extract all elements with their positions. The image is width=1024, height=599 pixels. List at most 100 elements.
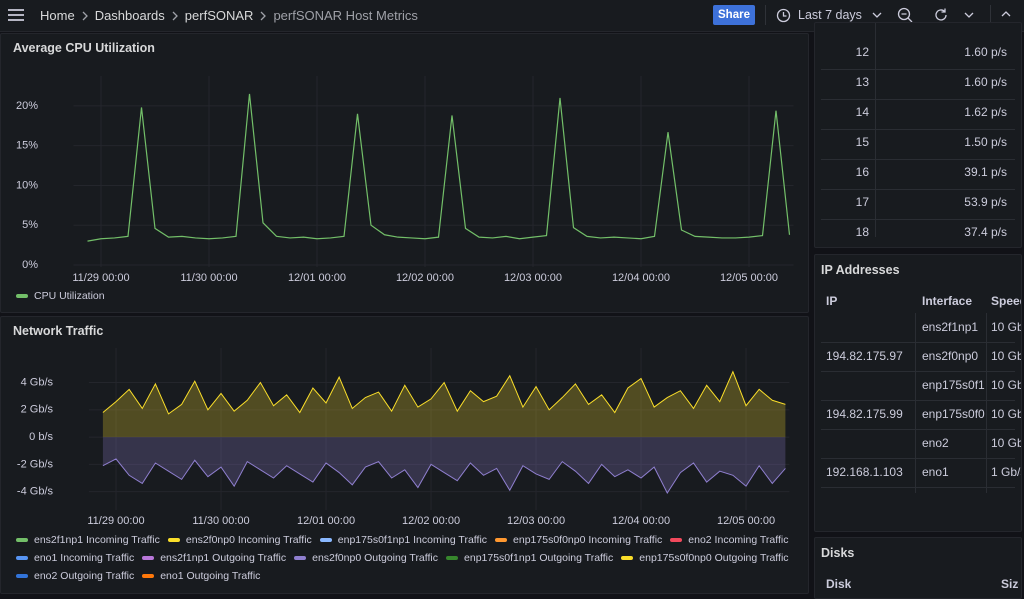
legend-item[interactable]: enp175s0f0np0 Outgoing Traffic — [621, 552, 789, 564]
chevron-path — [172, 11, 178, 20]
legend-item[interactable]: ens2f1np1 Outgoing Traffic — [142, 552, 286, 564]
chevron-right — [260, 11, 267, 20]
table-cell: 1.60 p/s — [964, 45, 1007, 59]
x-tick-label: 12/05 00:00 — [720, 272, 778, 284]
legend-label: CPU Utilization — [34, 290, 105, 302]
refresh-icon[interactable] — [933, 7, 949, 23]
legend-label: enp175s0f0np0 Outgoing Traffic — [639, 552, 789, 564]
legend-item[interactable]: ens2f0np0 Incoming Traffic — [167, 534, 312, 546]
y-tick-label: 0 b/s — [29, 431, 53, 443]
legend-item[interactable]: eno1 Incoming Traffic — [16, 552, 134, 564]
breadcrumb-item[interactable]: perfSONAR — [184, 8, 254, 23]
menu-icon[interactable] — [7, 7, 25, 23]
table-cell: eno1 — [922, 465, 949, 479]
panel-title: IP Addresses — [821, 263, 900, 277]
legend-swatch — [167, 538, 180, 542]
legend-label: enp175s0f1np1 Incoming Traffic — [337, 534, 488, 546]
legend-item[interactable]: ens2f0np0 Outgoing Traffic — [294, 552, 438, 564]
chevron-down[interactable] — [872, 11, 882, 19]
y-tick-label: 4 Gb/s — [21, 376, 54, 388]
legend-label: ens2f0np0 Outgoing Traffic — [312, 552, 439, 564]
x-tick-label: 12/01 00:00 — [288, 272, 346, 284]
time-range[interactable]: Last 7 days — [798, 8, 862, 22]
row-divider — [821, 487, 1015, 488]
table-cell: 14 — [855, 105, 869, 119]
x-tick-label: 12/04 00:00 — [612, 515, 670, 527]
legend-label: ens2f1np1 Outgoing Traffic — [160, 552, 287, 564]
breadcrumb-item[interactable]: perfSONAR Host Metrics — [273, 8, 418, 23]
ip-table-panel: IP Addresses IP Interface Speed ens2f1np1 10 … — [814, 254, 1022, 532]
top-bar: Home Dashboards perfSONAR perfSONAR Host Me… — [0, 0, 1024, 32]
x-tick-label: 12/01 00:00 — [297, 515, 355, 527]
legend-item[interactable]: enp175s0f1np1 Outgoing Traffic — [446, 552, 613, 564]
row-divider — [821, 400, 1015, 401]
legend-item[interactable]: eno2 Outgoing Traffic — [16, 570, 134, 582]
table-cell: 13 — [855, 75, 869, 89]
legend-swatch — [294, 556, 307, 560]
row-divider — [821, 99, 1015, 100]
y-tick-label: -4 Gb/s — [17, 486, 54, 498]
disks-panel: Disks Disk Size — [814, 537, 1022, 599]
legend-item[interactable]: CPU Utilization — [16, 290, 105, 302]
table-cell: enp175s0f1 — [922, 378, 985, 392]
rate-table-panel: 12 1.60 p/s 13 1.60 p/s 14 1.62 p/s 15 1.50 p/s… — [814, 22, 1022, 248]
table-cell: 1.62 p/s — [964, 105, 1007, 119]
x-tick-label: 12/02 00:00 — [396, 272, 454, 284]
x-tick-label: 11/30 00:00 — [192, 515, 249, 527]
chevron-up[interactable] — [1001, 10, 1011, 18]
legend-swatch — [16, 538, 28, 542]
area-fill — [102, 437, 786, 493]
table-cell: 53.9 p/s — [964, 195, 1007, 209]
network-panel — [0, 316, 809, 594]
row-divider — [821, 429, 1015, 430]
clock-icon — [776, 8, 791, 23]
column-header: IP — [826, 294, 838, 308]
table-cell: 18 — [855, 225, 869, 239]
legend-label: eno2 Incoming Traffic — [688, 534, 789, 546]
y-tick-label: 0% — [22, 259, 38, 271]
table-cell: 1.60 p/s — [964, 75, 1007, 89]
series-line — [102, 458, 786, 495]
x-tick-label: 12/05 00:00 — [717, 515, 775, 527]
table-cell: eno2 — [922, 436, 949, 450]
table-cell: 192.168.1.103 — [826, 465, 903, 479]
breadcrumb-item[interactable]: Home — [40, 8, 75, 23]
legend-item[interactable]: ens2f1np1 Incoming Traffic — [16, 534, 160, 546]
chevron-down[interactable] — [964, 11, 974, 19]
y-tick-label: 15% — [16, 140, 38, 152]
legend-item[interactable]: eno1 Outgoing Traffic — [142, 570, 260, 582]
legend: ens2f1np1 Incoming Traffic ens2f0np0 Inco… — [16, 534, 796, 582]
legend-swatch — [446, 556, 459, 560]
table-cell: 194.82.175.99 — [826, 407, 903, 421]
zoom-out-icon[interactable] — [897, 7, 913, 23]
series-line — [102, 370, 786, 415]
panel-title: Network Traffic — [13, 324, 104, 338]
y-tick-label: 2 Gb/s — [21, 404, 54, 416]
chevron-right — [172, 11, 178, 20]
table-cell: ens2f0np0 — [922, 349, 979, 363]
panel-title: Average CPU Utilization — [13, 41, 155, 55]
x-tick-label: 12/04 00:00 — [612, 272, 670, 284]
share-button[interactable]: Share — [713, 5, 755, 25]
legend-label: enp175s0f0np0 Incoming Traffic — [513, 534, 663, 546]
legend-item[interactable]: eno2 Incoming Traffic — [670, 534, 788, 546]
table-cell: 10 Gb/s — [991, 349, 1021, 363]
column-header: Size — [1001, 577, 1019, 591]
row-divider — [821, 189, 1015, 190]
legend-item[interactable]: enp175s0f0np0 Incoming Traffic — [495, 534, 662, 546]
row-divider — [821, 219, 1015, 220]
legend-swatch — [670, 538, 683, 542]
charts: 0% 5% 10% 15% 20% 11/29 00:00 11/30 00:00 12/01… — [16, 76, 794, 527]
legend-swatch — [495, 538, 508, 542]
table-cell: 16 — [855, 165, 869, 179]
column-header: Speed — [991, 294, 1021, 308]
legend-item[interactable]: enp175s0f1np1 Incoming Traffic — [319, 534, 488, 546]
legend-swatch — [621, 556, 634, 560]
row-divider — [821, 458, 1015, 459]
x-tick-label: 12/03 00:00 — [507, 515, 565, 527]
legend: CPU Utilization — [16, 290, 796, 302]
table-cell: 12 — [855, 45, 869, 59]
series-line — [87, 93, 791, 242]
breadcrumb-item[interactable]: Dashboards — [94, 8, 165, 23]
